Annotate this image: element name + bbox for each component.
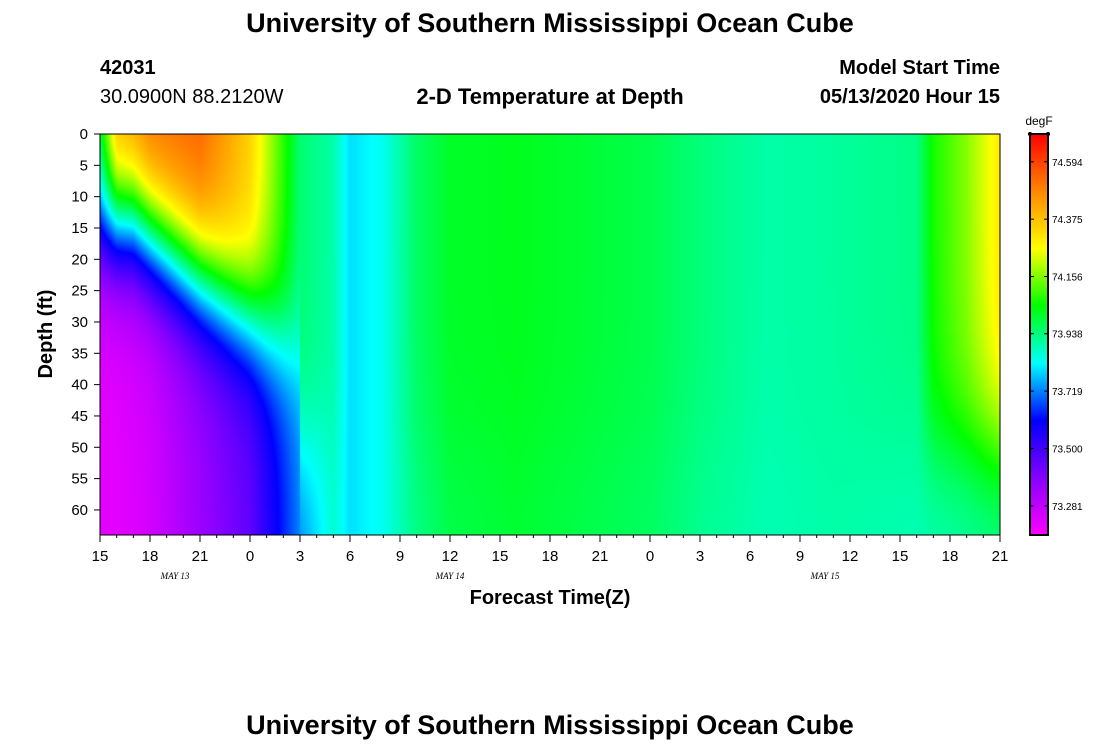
y-tick-label: 55 — [71, 471, 88, 488]
colorbar-gradient — [1030, 134, 1048, 535]
y-tick-label: 60 — [71, 502, 88, 519]
y-tick-label: 5 — [80, 157, 88, 174]
x-tick-label: 15 — [492, 548, 509, 565]
y-tick-label: 35 — [71, 345, 88, 362]
model-start-label: Model Start Time — [839, 57, 1000, 79]
colorbar-tick-label: 74.375 — [1052, 215, 1083, 226]
colorbar-tick-label: 73.500 — [1052, 445, 1083, 456]
x-tick-label: 15 — [892, 548, 909, 565]
y-tick-label: 45 — [71, 408, 88, 425]
x-tick-label: 0 — [246, 548, 254, 565]
colorbar-tick-label: 74.594 — [1052, 158, 1083, 169]
x-axis-title: Forecast Time(Z) — [470, 587, 631, 609]
colorbar-end-marker — [1028, 132, 1032, 136]
station-coords: 30.0900N 88.2120W — [100, 86, 284, 108]
y-tick-label: 15 — [71, 220, 88, 237]
x-tick-label: 3 — [296, 548, 304, 565]
x-tick-label: 12 — [842, 548, 859, 565]
x-tick-label: 9 — [396, 548, 404, 565]
colorbar-end-marker — [1046, 132, 1050, 136]
x-tick-label: 18 — [142, 548, 159, 565]
x-tick-label: 12 — [442, 548, 459, 565]
date-label: MAY 15 — [810, 571, 840, 581]
colorbar-tick-label: 73.938 — [1052, 330, 1083, 341]
x-tick-label: 6 — [346, 548, 354, 565]
y-tick-label: 30 — [71, 314, 88, 331]
model-start-time: 05/13/2020 Hour 15 — [819, 86, 1000, 108]
title-top: University of Southern Mississippi Ocean… — [246, 8, 854, 38]
colorbar-frame — [1029, 133, 1049, 536]
y-tick-label: 40 — [71, 377, 88, 394]
y-tick-label: 0 — [80, 126, 88, 143]
y-axis-title: Depth (ft) — [35, 290, 57, 379]
date-label: MAY 14 — [435, 571, 465, 581]
x-tick-label: 15 — [92, 548, 109, 565]
plot-frame — [99, 133, 1001, 536]
title-bottom: University of Southern Mississippi Ocean… — [246, 710, 854, 740]
colorbar-tick-label: 74.156 — [1052, 273, 1083, 284]
y-tick-label: 10 — [71, 189, 88, 206]
x-tick-label: 21 — [592, 548, 609, 565]
colorbar-tick-label: 73.719 — [1052, 387, 1083, 398]
plot-title: 2-D Temperature at Depth — [416, 84, 684, 109]
x-tick-label: 21 — [992, 548, 1009, 565]
temperature-heatmap — [100, 134, 1000, 535]
colorbar-tick-label: 73.281 — [1052, 502, 1083, 513]
x-tick-label: 3 — [696, 548, 704, 565]
y-tick-label: 20 — [71, 251, 88, 268]
x-tick-label: 0 — [646, 548, 654, 565]
y-tick-label: 25 — [71, 283, 88, 300]
y-tick-label: 50 — [71, 439, 88, 456]
date-label: MAY 13 — [160, 571, 190, 581]
x-tick-label: 9 — [796, 548, 804, 565]
x-tick-label: 6 — [746, 548, 754, 565]
colorbar-unit: degF — [1025, 114, 1052, 128]
x-tick-label: 18 — [942, 548, 959, 565]
station-id: 42031 — [100, 57, 156, 79]
x-tick-label: 21 — [192, 548, 209, 565]
x-tick-label: 18 — [542, 548, 559, 565]
